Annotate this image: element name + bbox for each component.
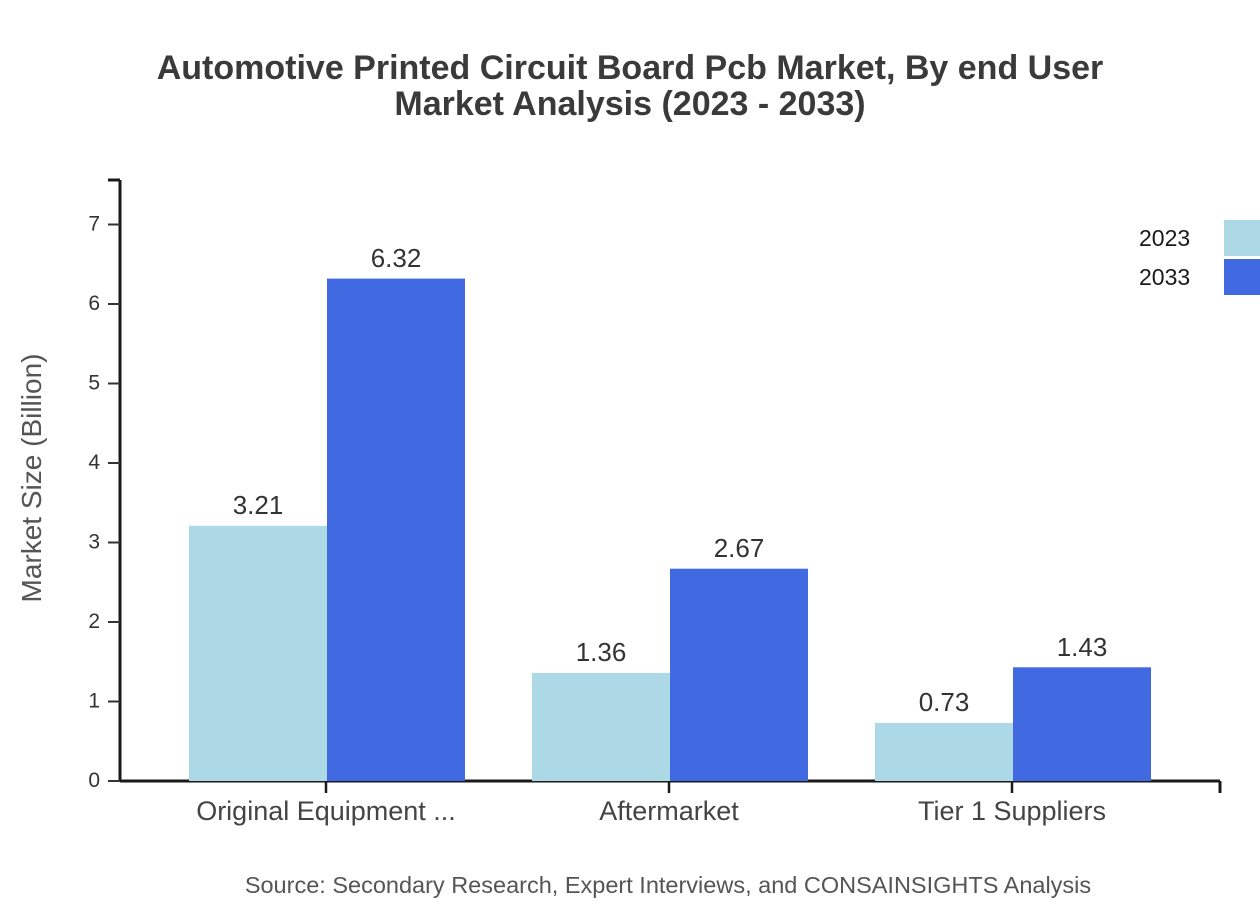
svg-text:2023: 2023: [1139, 225, 1190, 251]
svg-text:6: 6: [88, 292, 100, 315]
svg-text:1: 1: [88, 690, 100, 713]
svg-text:Aftermarket: Aftermarket: [599, 796, 739, 826]
svg-text:Tier 1 Suppliers: Tier 1 Suppliers: [918, 796, 1106, 826]
svg-text:0: 0: [88, 769, 100, 792]
svg-text:3: 3: [88, 531, 100, 554]
svg-text:4: 4: [88, 451, 100, 474]
svg-text:5: 5: [88, 372, 100, 395]
svg-text:2.67: 2.67: [714, 533, 765, 563]
svg-text:Original Equipment ...: Original Equipment ...: [196, 796, 456, 826]
svg-text:1.36: 1.36: [576, 637, 627, 667]
svg-text:7: 7: [88, 213, 100, 236]
svg-text:3.21: 3.21: [233, 490, 284, 520]
svg-text:2033: 2033: [1139, 264, 1190, 290]
svg-text:1.43: 1.43: [1057, 632, 1108, 662]
svg-text:2: 2: [88, 610, 100, 633]
svg-text:6.32: 6.32: [371, 243, 422, 273]
svg-text:0.73: 0.73: [919, 687, 970, 717]
